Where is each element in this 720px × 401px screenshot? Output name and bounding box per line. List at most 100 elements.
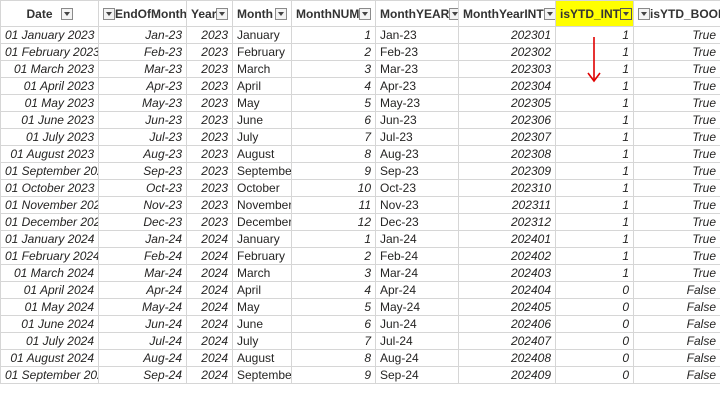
cell-monthyearint: 202301 bbox=[458, 26, 556, 44]
cell-monthyear: Sep-23 bbox=[375, 162, 459, 180]
table-row[interactable]: 01 August 2024 Aug-24 2024 August 8 Aug-24 202… bbox=[0, 349, 720, 367]
cell-monthyearint: 202403 bbox=[458, 264, 556, 282]
cell-month: January bbox=[232, 26, 292, 44]
cell-endofmonth: May-23 bbox=[98, 94, 187, 112]
table-row[interactable]: 01 February 2024 Feb-24 2024 February 2 Feb-2… bbox=[0, 247, 720, 265]
column-header-endofmonth[interactable]: EndOfMonth bbox=[98, 0, 187, 27]
cell-monthyearint: 202409 bbox=[458, 366, 556, 384]
table-row[interactable]: 01 January 2024 Jan-24 2024 January 1 Jan-24 2… bbox=[0, 230, 720, 248]
cell-endofmonth: Jan-23 bbox=[98, 26, 187, 44]
table-row[interactable]: 01 August 2023 Aug-23 2023 August 8 Aug-23 202… bbox=[0, 145, 720, 163]
cell-date: 01 May 2024 bbox=[0, 298, 99, 316]
filter-dropdown-icon[interactable] bbox=[449, 7, 458, 20]
cell-monthyear: Jan-24 bbox=[375, 230, 459, 248]
cell-month: April bbox=[232, 77, 292, 95]
cell-endofmonth: Sep-24 bbox=[98, 366, 187, 384]
cell-monthyearint: 202308 bbox=[458, 145, 556, 163]
filter-dropdown-icon[interactable] bbox=[216, 7, 229, 20]
column-header-isytd-int[interactable]: isYTD_INT bbox=[555, 0, 634, 27]
table-row[interactable]: 01 October 2023 Oct-23 2023 October 10 Oct-23… bbox=[0, 179, 720, 197]
cell-date: 01 June 2024 bbox=[0, 315, 99, 333]
cell-year: 2024 bbox=[186, 298, 233, 316]
column-header-date[interactable]: Date bbox=[0, 0, 99, 27]
cell-monthyear: Jun-23 bbox=[375, 111, 459, 129]
cell-month: September bbox=[232, 162, 292, 180]
table-row[interactable]: 01 September 2023Sep-232023September9Sep… bbox=[0, 162, 720, 180]
cell-year: 2023 bbox=[186, 77, 233, 95]
filter-dropdown-icon[interactable] bbox=[275, 7, 287, 20]
cell-isytd-int: 0 bbox=[555, 349, 634, 367]
table-row[interactable]: 01 March 2023 Mar-23 2023 March 3 Mar-23 20230… bbox=[0, 60, 720, 78]
cell-monthnum: 5 bbox=[291, 94, 376, 112]
cell-monthnum: 2 bbox=[291, 247, 376, 265]
cell-year: 2023 bbox=[186, 196, 233, 214]
cell-month: March bbox=[232, 60, 292, 78]
cell-isytd-int: 1 bbox=[555, 94, 634, 112]
table-row[interactable]: 01 September 2024Sep-242024September9Sep… bbox=[0, 366, 720, 384]
cell-monthnum: 7 bbox=[291, 128, 376, 146]
filter-dropdown-icon[interactable] bbox=[620, 7, 633, 20]
column-header-monthyear[interactable]: MonthYEAR bbox=[375, 0, 459, 27]
column-header-label: MonthYearINT bbox=[463, 6, 544, 21]
cell-year: 2023 bbox=[186, 162, 233, 180]
cell-monthyearint: 202302 bbox=[458, 43, 556, 61]
table-row[interactable]: 01 May 2024 May-24 2024 May 5 May-24 202405 0 Fa… bbox=[0, 298, 720, 316]
filter-dropdown-icon[interactable] bbox=[543, 7, 555, 20]
cell-month: May bbox=[232, 298, 292, 316]
table-row[interactable]: 01 November 2023 Nov-23 2023 November 11 Nov-… bbox=[0, 196, 720, 214]
cell-month: September bbox=[232, 366, 292, 384]
filter-dropdown-icon[interactable] bbox=[359, 7, 372, 20]
cell-year: 2024 bbox=[186, 315, 233, 333]
cell-month: May bbox=[232, 94, 292, 112]
table-row[interactable]: 01 April 2023 Apr-23 2023 April 4 Apr-23 20230… bbox=[0, 77, 720, 95]
cell-monthyear: Sep-24 bbox=[375, 366, 459, 384]
cell-isytd-bool: False bbox=[633, 281, 720, 299]
cell-date: 01 March 2023 bbox=[0, 60, 99, 78]
cell-monthyearint: 202312 bbox=[458, 213, 556, 231]
cell-monthyearint: 202404 bbox=[458, 281, 556, 299]
cell-monthyearint: 202406 bbox=[458, 315, 556, 333]
cell-date: 01 June 2023 bbox=[0, 111, 99, 129]
cell-monthyearint: 202305 bbox=[458, 94, 556, 112]
table-row[interactable]: 01 March 2024 Mar-24 2024 March 3 Mar-24 20240… bbox=[0, 264, 720, 282]
cell-isytd-int: 1 bbox=[555, 111, 634, 129]
filter-dropdown-icon[interactable] bbox=[60, 7, 73, 20]
cell-endofmonth: Oct-23 bbox=[98, 179, 187, 197]
cell-monthyearint: 202304 bbox=[458, 77, 556, 95]
column-header-month[interactable]: Month bbox=[232, 0, 292, 27]
table-row[interactable]: 01 June 2024 Jun-24 2024 June 6 Jun-24 202406 0… bbox=[0, 315, 720, 333]
cell-monthnum: 3 bbox=[291, 264, 376, 282]
cell-month: July bbox=[232, 332, 292, 350]
table-row[interactable]: 01 July 2024 Jul-24 2024 July 7 Jul-24 202407 0… bbox=[0, 332, 720, 350]
cell-date: 01 September 2023 bbox=[0, 162, 99, 180]
column-header-year[interactable]: Year bbox=[186, 0, 233, 27]
cell-year: 2024 bbox=[186, 264, 233, 282]
cell-monthnum: 12 bbox=[291, 213, 376, 231]
cell-date: 01 August 2023 bbox=[0, 145, 99, 163]
table-row[interactable]: 01 April 2024 Apr-24 2024 April 4 Apr-24 20240… bbox=[0, 281, 720, 299]
table-row[interactable]: 01 July 2023 Jul-23 2023 July 7 Jul-23 202307 1… bbox=[0, 128, 720, 146]
cell-isytd-bool: True bbox=[633, 196, 720, 214]
table-row[interactable]: 01 January 2023 Jan-23 2023 January 1 Jan-23 2… bbox=[0, 26, 720, 44]
filter-dropdown-icon[interactable] bbox=[103, 7, 115, 20]
column-header-monthnum[interactable]: MonthNUM bbox=[291, 0, 376, 27]
table-row[interactable]: 01 February 2023 Feb-23 2023 February 2 Feb-2… bbox=[0, 43, 720, 61]
cell-isytd-int: 1 bbox=[555, 264, 634, 282]
table-row[interactable]: 01 June 2023 Jun-23 2023 June 6 Jun-23 202306 1… bbox=[0, 111, 720, 129]
table-row[interactable]: 01 May 2023 May-23 2023 May 5 May-23 202305 1 Tr… bbox=[0, 94, 720, 112]
cell-date: 01 January 2023 bbox=[0, 26, 99, 44]
table-row[interactable]: 01 December 2023 Dec-23 2023 December 12 Dec-… bbox=[0, 213, 720, 231]
cell-date: 01 November 2023 bbox=[0, 196, 99, 214]
column-header-monthyearint[interactable]: MonthYearINT bbox=[458, 0, 556, 27]
cell-monthyear: Apr-23 bbox=[375, 77, 459, 95]
cell-endofmonth: Apr-24 bbox=[98, 281, 187, 299]
filter-dropdown-icon[interactable] bbox=[638, 7, 650, 20]
cell-monthnum: 8 bbox=[291, 145, 376, 163]
data-grid: Date EndOfMonth Year Month MonthNUM Mont… bbox=[0, 0, 720, 384]
cell-endofmonth: Aug-23 bbox=[98, 145, 187, 163]
cell-isytd-int: 0 bbox=[555, 315, 634, 333]
cell-isytd-int: 1 bbox=[555, 145, 634, 163]
cell-monthnum: 7 bbox=[291, 332, 376, 350]
column-header-isytd-bool[interactable]: isYTD_BOOL bbox=[633, 0, 720, 27]
cell-monthyear: Jul-23 bbox=[375, 128, 459, 146]
